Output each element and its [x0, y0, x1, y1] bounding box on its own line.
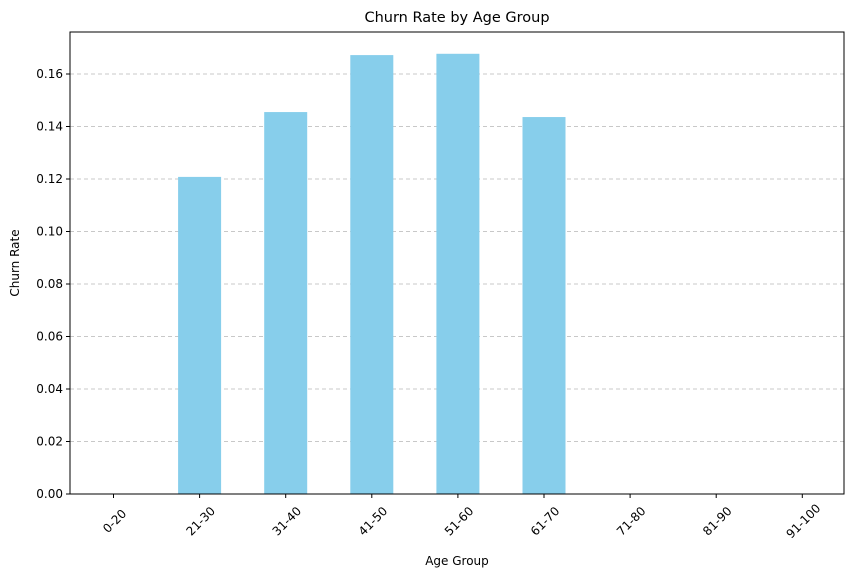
- y-tick-label: 0.10: [36, 225, 63, 239]
- y-tick-label: 0.16: [36, 67, 63, 81]
- x-tick-label: 41-50: [356, 504, 391, 539]
- bar-31-40: [264, 112, 308, 494]
- x-tick-label: 31-40: [270, 504, 305, 539]
- x-tick-label: 61-70: [528, 504, 563, 539]
- bar-21-30: [178, 176, 222, 494]
- y-tick-label: 0.06: [36, 330, 63, 344]
- y-axis-title: Churn Rate: [8, 229, 22, 296]
- x-tick-label: 21-30: [183, 504, 218, 539]
- x-tick-label: 91-100: [783, 501, 823, 541]
- x-axis-title: Age Group: [425, 554, 489, 568]
- x-tick-label: 51-60: [442, 504, 477, 539]
- x-tick-label: 81-90: [700, 504, 735, 539]
- y-tick-label: 0.14: [36, 120, 63, 134]
- bar-61-70: [522, 117, 566, 495]
- chart-title: Churn Rate by Age Group: [364, 10, 549, 26]
- bars: [178, 53, 566, 495]
- bar-41-50: [350, 55, 394, 494]
- x-tick-label: 71-80: [614, 504, 649, 539]
- y-tick-label: 0.04: [36, 382, 63, 396]
- plot-frame: [69, 31, 845, 495]
- y-tick-label: 0.02: [36, 435, 63, 449]
- bar-51-60: [436, 53, 480, 494]
- x-tick-label: 0-20: [100, 507, 129, 536]
- y-tick-label: 0.00: [36, 487, 63, 501]
- y-tick-label: 0.08: [36, 277, 63, 291]
- y-tick-label: 0.12: [36, 172, 63, 186]
- x-axis-ticks: 0-20 21-30 31-40 41-50 51-60 61-70 71-80 81-90 9…: [100, 494, 823, 541]
- y-axis-ticks: 0.00 0.02 0.04 0.06 0.08 0.10 0.12 0.14 0.16: [36, 67, 70, 501]
